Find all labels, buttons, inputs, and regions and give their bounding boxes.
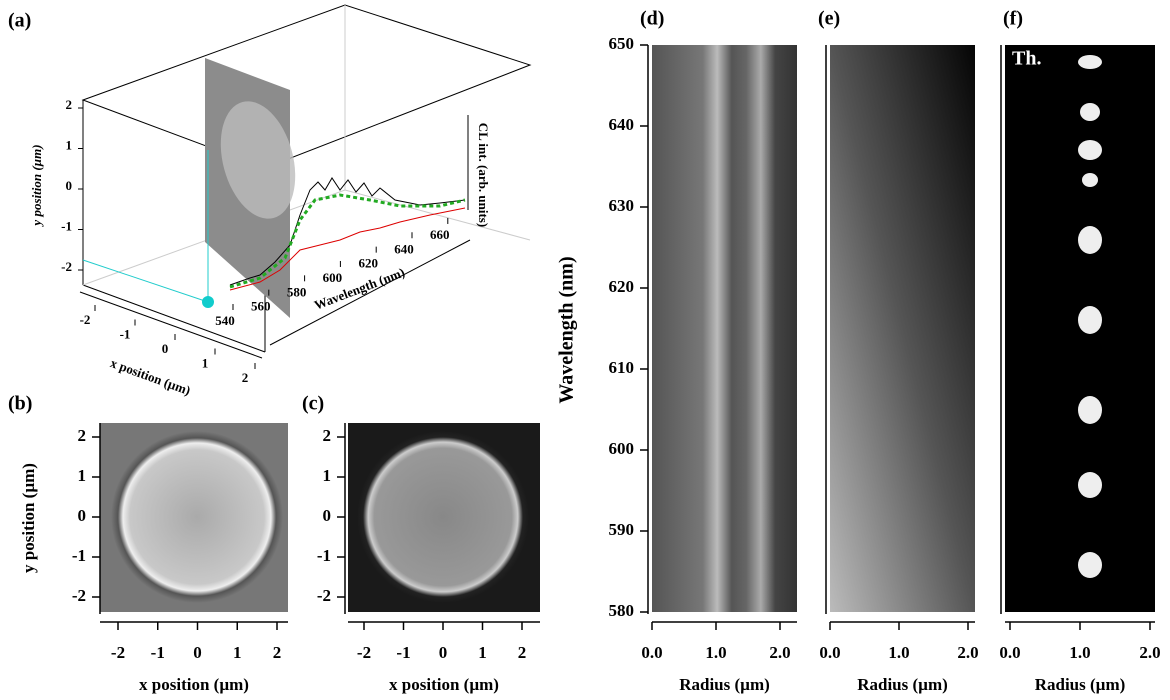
x-tick-label: -2: [357, 643, 371, 662]
y-tick-label: -1: [61, 218, 72, 233]
x-tick-label: 2.0: [957, 643, 978, 662]
y-tick-label: 0: [323, 506, 332, 525]
y-tick-label: 620: [609, 277, 635, 296]
x-tick-label: 2.0: [769, 643, 790, 662]
image-f-blobs: [1078, 55, 1102, 578]
panel-label: (a): [8, 10, 31, 32]
x-axis-title: x position (µm): [108, 355, 192, 398]
y-tick-label: 580: [609, 601, 635, 620]
y-axis-title: y position (µm): [19, 463, 38, 573]
image-f: [1005, 45, 1155, 612]
panel-label: (c): [302, 393, 324, 415]
x-axis-title: Radius (µm): [679, 675, 770, 694]
x-tick-label: 1.0: [1069, 643, 1090, 662]
x-tick-label: 1.0: [705, 643, 726, 662]
panel-label: (e): [818, 8, 840, 30]
image-b-disk: [111, 431, 283, 603]
y-tick-label: 0: [78, 506, 87, 525]
x-axis-title: x position (µm): [389, 675, 499, 694]
x-axis-title: Radius (µm): [857, 675, 948, 694]
marker: [202, 296, 214, 308]
y-tick-label: -2: [72, 586, 86, 605]
z-tick-label: 580: [287, 284, 307, 299]
image-c-disk: [357, 431, 529, 603]
y-tick-label: 650: [609, 34, 635, 53]
x-tick-label: 1: [202, 355, 209, 370]
x-axis-title: x position (µm): [139, 675, 249, 694]
z-tick-label: 620: [358, 256, 378, 271]
x-tick-label: 2: [273, 643, 282, 662]
y-tick-label: -2: [317, 586, 331, 605]
z-tick-label: 540: [215, 313, 235, 328]
slice-disk: [220, 101, 296, 219]
y-tick-label: 0: [66, 178, 73, 193]
y-tick-label: 640: [609, 115, 635, 134]
y-tick-label: 2: [66, 97, 73, 112]
y-tick-label: -1: [72, 546, 86, 565]
y-tick-label: 630: [609, 196, 635, 215]
x-tick-label: 2: [518, 643, 527, 662]
image-e: [830, 45, 975, 612]
spectrum-fit: [229, 193, 466, 289]
x-tick-label: 2: [242, 370, 249, 385]
panel-a-box: [79, 4, 532, 359]
y-tick-label: 1: [78, 466, 87, 485]
y-tick-label: 2: [323, 426, 332, 445]
z-tick-label: 640: [394, 241, 414, 256]
y-tick-label: -2: [61, 259, 72, 274]
image-d: [652, 45, 797, 612]
x-tick-label: 0: [162, 341, 169, 356]
x-tick-label: -1: [120, 326, 131, 341]
panel-label: (b): [8, 393, 32, 415]
spectrum: [229, 207, 466, 291]
panel-label: (f): [1003, 8, 1023, 30]
x-tick-label: 1: [478, 643, 487, 662]
x-tick-label: 0.0: [819, 643, 840, 662]
x-tick-label: 0: [439, 643, 448, 662]
z-tick-label: 560: [251, 299, 271, 314]
x-tick-label: 0.0: [641, 643, 662, 662]
intensity-title: CL int. (arb. units): [476, 123, 491, 227]
y-axis-title: y position (µm): [29, 144, 44, 227]
y-tick-label: 1: [323, 466, 332, 485]
z-tick-label: 600: [323, 270, 343, 285]
y-tick-label: 2: [78, 426, 87, 445]
x-tick-label: 0: [193, 643, 202, 662]
y-tick-label: 590: [609, 520, 635, 539]
y-tick-label: 610: [609, 358, 635, 377]
annotation: Th.: [1012, 48, 1041, 70]
y-tick-label: -1: [317, 546, 331, 565]
x-tick-label: -2: [111, 643, 125, 662]
x-tick-label: 1: [233, 643, 242, 662]
spectrum: [229, 177, 466, 286]
panel-label: (d): [640, 8, 664, 30]
x-tick-label: -1: [396, 643, 410, 662]
x-tick-label: -1: [151, 643, 165, 662]
y-tick-label: 600: [609, 439, 635, 458]
x-tick-label: 1.0: [888, 643, 909, 662]
x-tick-label: 0.0: [999, 643, 1020, 662]
x-tick-label: -2: [80, 312, 91, 327]
x-tick-label: 2.0: [1139, 643, 1160, 662]
y-axis-title: Wavelength (nm): [556, 256, 578, 403]
y-tick-label: 1: [66, 137, 73, 152]
guide: [82, 259, 209, 303]
z-tick-label: 660: [430, 227, 450, 242]
x-axis-title: Radius (µm): [1035, 675, 1126, 694]
